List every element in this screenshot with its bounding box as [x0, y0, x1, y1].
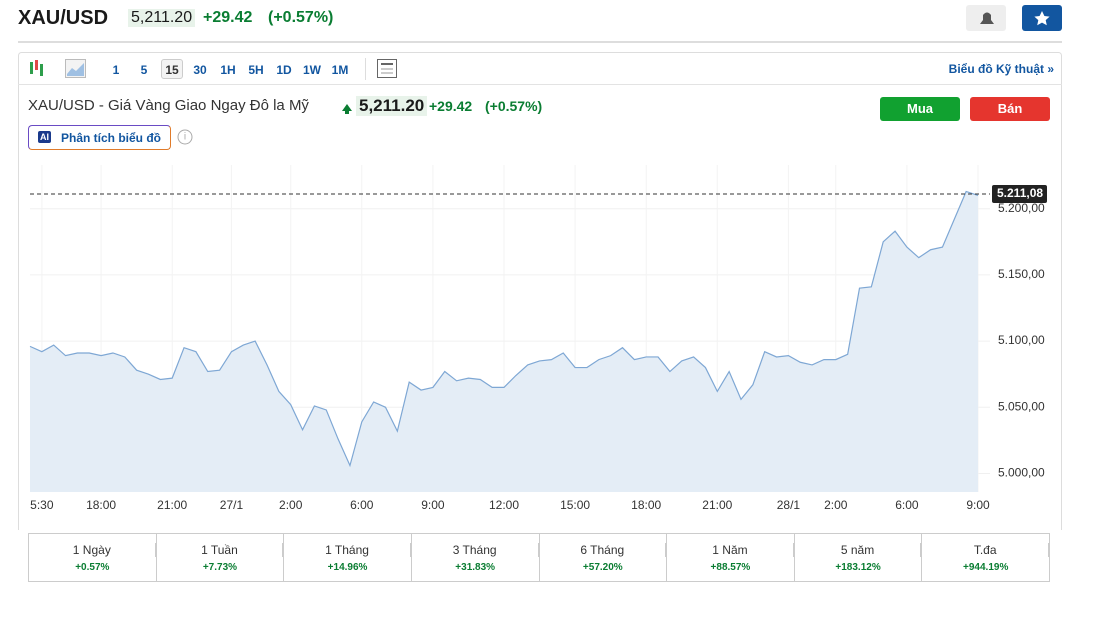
star-icon	[1034, 11, 1050, 26]
performance-cell: 1 Ngày +0.57%	[29, 534, 157, 581]
x-tick-label: 2:00	[824, 498, 848, 512]
x-tick-label: 6:00	[895, 498, 919, 512]
layout-icon	[377, 59, 397, 78]
x-tick-label: 6:00	[350, 498, 374, 512]
x-tick-label: 9:00	[421, 498, 445, 512]
period-change: +944.19%	[963, 562, 1009, 573]
y-tick-label: 5.000,00	[998, 466, 1045, 480]
period-change: +57.20%	[582, 562, 623, 573]
period-label: T.đa	[922, 543, 1049, 557]
interval-option[interactable]: 5H	[248, 63, 264, 77]
plot: 5.000,00 5.050,00 5.100,00 5.150,00 5.200,00…	[29, 165, 1047, 512]
interval-option[interactable]: 1M	[331, 63, 349, 77]
chart-title: XAU/USD - Giá Vàng Giao Ngay Đô la Mỹ	[28, 97, 309, 114]
x-tick-label: 28/1	[777, 498, 801, 512]
interval-option[interactable]: 15	[161, 59, 183, 79]
x-tick-label: 27/1	[220, 498, 244, 512]
period-change: +14.96%	[327, 562, 368, 573]
performance-cell: 1 Tuần +7.73%	[157, 534, 285, 581]
x-tick-label: 5:30	[30, 498, 54, 512]
period-label: 1 Ngày	[29, 543, 156, 557]
last-price-label: 5.211,08	[997, 186, 1043, 200]
x-tick-label: 9:00	[966, 498, 990, 512]
x-tick-label: 12:00	[489, 498, 519, 512]
y-tick-label: 5.150,00	[998, 267, 1045, 281]
period-label: 1 Năm	[667, 543, 794, 557]
x-tick-label: 21:00	[157, 498, 187, 512]
period-change: +88.57%	[710, 562, 751, 573]
interval-option[interactable]: 30	[193, 63, 207, 77]
header-price: 5,211.20	[128, 9, 196, 27]
performance-cell: 3 Tháng +31.83%	[412, 534, 540, 581]
interval-option[interactable]: 1D	[276, 63, 292, 77]
period-label: 1 Tuần	[157, 543, 284, 557]
x-tick-label: 21:00	[702, 498, 732, 512]
interval-option[interactable]: 1	[112, 63, 120, 77]
ai-badge: AI	[38, 131, 51, 143]
performance-cell: 1 Tháng +14.96%	[284, 534, 412, 581]
chart-price: 5,211.20	[356, 96, 428, 116]
info-glyph: i	[184, 132, 186, 143]
interval-option[interactable]: 1W	[303, 63, 321, 77]
buy-button[interactable]: Mua	[880, 97, 960, 121]
info-icon[interactable]	[177, 129, 193, 145]
up-arrow	[342, 104, 352, 114]
y-tick-label: 5.050,00	[998, 399, 1045, 413]
y-tick-label: 5.100,00	[998, 333, 1045, 347]
chart: i 5.000,00 5.050,00 5.100,00 5.150,00 5.200,…	[18, 5, 1062, 530]
period-label: 5 năm	[795, 543, 922, 557]
performance-cell: T.đa +944.19%	[922, 534, 1049, 581]
period-label: 3 Tháng	[412, 543, 539, 557]
symbol: XAU/USD	[18, 7, 109, 29]
period-label: 1 Tháng	[284, 543, 411, 557]
x-tick-label: 18:00	[86, 498, 116, 512]
area-icon	[65, 59, 86, 78]
period-change: +183.12%	[835, 562, 881, 573]
performance-cell: 5 năm +183.12%	[795, 534, 923, 581]
widget-border	[18, 52, 1062, 530]
x-tick-label: 15:00	[560, 498, 590, 512]
price-line	[29, 190, 979, 468]
performance-table: 1 Ngày +0.57% 1 Tuần +7.73% 1 Tháng +14.96% 3 …	[28, 533, 1050, 582]
sell-button[interactable]: Bán	[970, 97, 1050, 121]
price-area	[30, 191, 978, 493]
period-change: +0.57%	[75, 562, 110, 573]
interval-bar: 1 5 15 30 1H 5H 1D 1W 1M	[105, 59, 357, 80]
performance-cell: 1 Năm +88.57%	[667, 534, 795, 581]
chart-change-percent: (+0.57%)	[485, 98, 543, 114]
technical-link[interactable]: Biểu đồ Kỹ thuật »	[948, 62, 1054, 76]
interval-option[interactable]: 1H	[220, 63, 236, 77]
y-tick-label: 5.200,00	[998, 201, 1045, 215]
header-change-percent: (+0.57%)	[268, 9, 334, 26]
period-label: 6 Tháng	[540, 543, 667, 557]
period-change: +31.83%	[455, 562, 496, 573]
ai-label: Phân tích biểu đồ	[61, 131, 162, 145]
bell-icon	[980, 12, 994, 24]
chart-change: +29.42	[429, 98, 473, 114]
performance-cell: 6 Tháng +57.20%	[540, 534, 668, 581]
period-change: +7.73%	[202, 562, 238, 573]
ai-analysis-button[interactable]: AI Phân tích biểu đồ	[28, 125, 171, 150]
interval-option[interactable]: 5	[140, 63, 148, 77]
x-tick-label: 2:00	[279, 498, 303, 512]
header-change: +29.42	[203, 9, 253, 26]
last-price-tag	[992, 185, 1047, 204]
x-tick-label: 18:00	[631, 498, 661, 512]
candles-icon	[30, 60, 43, 76]
